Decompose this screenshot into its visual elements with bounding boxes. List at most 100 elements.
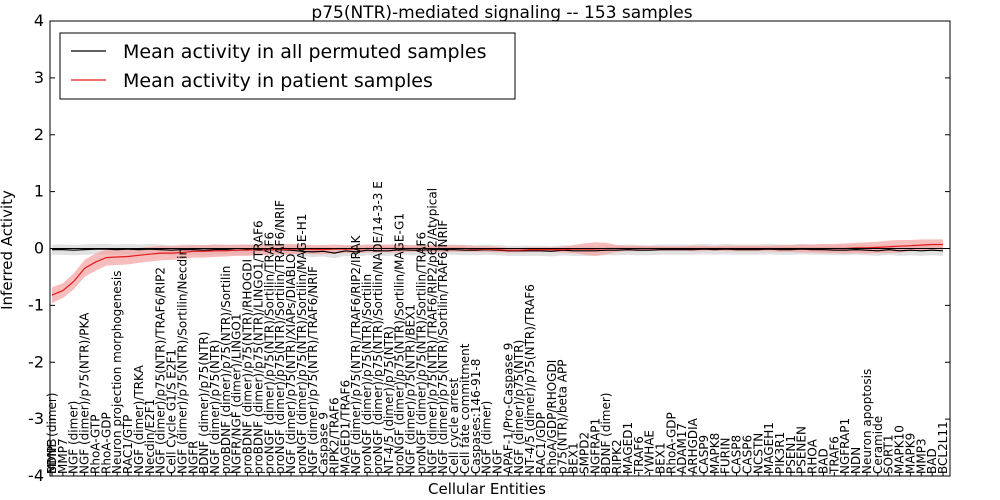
x-tick-label: RhoA-GTP xyxy=(89,415,103,474)
x-tick-label: BDNF (dimer) xyxy=(599,393,613,475)
x-tick-label: RAC1/GDP xyxy=(534,412,548,474)
chart-title: p75(NTR)-mediated signaling -- 153 sampl… xyxy=(311,3,692,23)
confidence-bands xyxy=(52,239,943,304)
x-tick-label: NDN xyxy=(849,447,863,474)
x-tick-label: NGF (dimer)/p75(NTR)/TRAF6/RIP2/IRAK xyxy=(349,234,363,474)
x-tick-label: RhoA-GDP xyxy=(99,412,113,474)
x-tick-label: NGF (dimer)/p75(NTR) xyxy=(512,340,526,474)
x-tick-label: proNGF (dimer)/p75(NTR)/Sortilin/NADE/14… xyxy=(371,181,385,474)
x-tick-label: MAPK10 xyxy=(893,425,907,474)
x-tick-label: BAD xyxy=(925,448,939,474)
x-tick-label: proNGF (dimer)/p75(NTR)/Sortilin/TRAF6 xyxy=(414,232,428,474)
x-tick-label: NGF xyxy=(491,449,505,474)
x-tick-label: RAC1/GTP xyxy=(121,415,135,474)
x-tick-label: BEX1 xyxy=(654,442,668,474)
x-tick-label: BAD xyxy=(817,448,831,474)
x-tick-label: NGF (dimer)/p75(NTR)/TRAF6/RIP2/p62/Atyp… xyxy=(425,188,439,474)
x-tick-label: p75(NTR)/beta APP xyxy=(556,360,570,475)
y-axis-title: Inferred Activity xyxy=(0,190,16,310)
x-tick-label: Caspase 9 xyxy=(317,412,331,474)
x-tick-label: MAGED1/TRAF6 xyxy=(338,380,352,474)
legend: Mean activity in all permuted samples Me… xyxy=(59,32,516,100)
y-tick-label: 3 xyxy=(34,68,44,87)
legend-box xyxy=(59,32,516,100)
x-tick-label: Ceramide xyxy=(871,416,885,474)
x-tick-label: NGF (dimer)/p75(NTR)/Sortilin/Necdin xyxy=(175,248,189,474)
y-tick-label: -4 xyxy=(28,466,44,485)
x-tick-label: NGF (dimer) xyxy=(480,401,494,474)
x-tick-label: proBDNF (dimer)/p75(NTR)/LINGO1/TRAF6 xyxy=(252,220,266,474)
x-tick-label: proNGF (dimer)/p75(NTR)/Sortilin/TRAF6/N… xyxy=(273,200,287,474)
x-tick-label: YWHAE xyxy=(643,430,657,475)
x-tick-label: PSEN1 xyxy=(784,435,798,474)
x-tick-label: NGF (dimer)/p75(NTR)/TRAF6/NRIF xyxy=(306,266,320,474)
x-tick-label: APAF-1/Pro-Caspase 9 xyxy=(501,343,515,474)
y-axis-ticks: -4 -3 -2 -1 0 1 2 3 4 xyxy=(28,11,950,485)
x-tick-label: ARHGDIA xyxy=(686,417,700,474)
y-tick-label: -2 xyxy=(28,352,44,371)
y-tick-label: -1 xyxy=(28,295,44,314)
x-tick-label: BDNF (dimer) xyxy=(45,393,59,475)
x-tick-label: NT-4/5 (dimer)/p75(NTR)/TRAF6 xyxy=(523,284,537,474)
x-tick-label: NGF (dimer)/p75(NTR)/TRAF6/RIP2 xyxy=(154,267,168,474)
x-tick-label: MMP3 xyxy=(914,438,928,474)
x-tick-label: TRAF6 xyxy=(827,436,841,475)
x-tick-label: ADAM17 xyxy=(675,423,689,474)
x-tick-label: Cell Cycle G1/S E2F1 xyxy=(165,349,179,474)
x-tick-label: proNGF (dimer)/p75(NTR)/Sortilin xyxy=(360,274,374,474)
x-tick-label: TRAF6 xyxy=(632,436,646,475)
x-tick-label: NGF (dimer)/p75(NTR)/BEX1 xyxy=(404,304,418,474)
x-tick-label: proBDNF (dimer)/p75(NTR)/RHOGDI xyxy=(241,259,255,474)
x-tick-label: RIPK2/TRAF6 xyxy=(328,397,342,474)
legend-label-permuted: Mean activity in all permuted samples xyxy=(123,41,486,63)
x-axis-title: Cellular Entities xyxy=(428,480,546,498)
x-tick-label: CASP8 xyxy=(730,435,744,474)
legend-label-patient: Mean activity in patient samples xyxy=(123,70,433,92)
y-tick-label: 0 xyxy=(34,239,44,258)
x-tick-label: NGFR xyxy=(186,440,200,474)
y-tick-label: 1 xyxy=(34,182,44,201)
y-tick-label: -3 xyxy=(28,409,44,428)
x-tick-label: proNGF (dimer)/p75(NTR)/Sortilin/MAGE-H1 xyxy=(295,214,309,474)
x-tick-label: NGF (dimer)/p75(NTR)/PKA xyxy=(78,312,92,474)
x-tick-label: MAPK8 xyxy=(708,433,722,474)
x-tick-label: proBDNF (dimer)/p75(NTR)/Sortilin xyxy=(219,266,233,474)
x-tick-label: NGF (dimer)/p75(NTR)/Sortilin/TRAF6/NRIF xyxy=(436,220,450,474)
x-tick-label: Necdin/E2F1 xyxy=(143,399,157,474)
x-tick-label: SORT1 xyxy=(882,435,896,475)
x-tick-label: Neuron projection morphogenesis xyxy=(110,271,124,475)
x-tick-label: SMPD2 xyxy=(577,432,591,474)
x-tick-label: proNGF (dimer)/p75(NTR)/Sortilin/TRAF6 xyxy=(262,232,276,474)
x-tick-label: MMP7 xyxy=(56,438,70,474)
x-tick-label: NGF (dimer) xyxy=(67,401,81,474)
x-tick-label: proNGF (dimer)/p75(NTR)/Sortilin/MAGE-G1 xyxy=(393,213,407,474)
x-tick-label: RhoA/GDP/RHOGDI xyxy=(545,360,559,474)
x-tick-label: MAGEH1 xyxy=(762,422,776,474)
x-tick-label: NGF (dimer)/p75(NTR)/XIAPs/DIABLO xyxy=(284,253,298,474)
patient-band xyxy=(52,239,943,304)
x-tick-label: PSENEN xyxy=(795,426,809,474)
x-tick-label: BEX1 xyxy=(567,442,581,474)
x-tick-label: RHOA xyxy=(806,438,820,474)
x-tick-label: NGF (dimer)/TRKA xyxy=(132,364,146,474)
x-tick-label: BCL2L11 xyxy=(936,421,950,474)
x-tick-label: NGFRAP1 xyxy=(838,418,852,474)
y-tick-label: 4 xyxy=(34,11,44,30)
x-tick-label: Cell cycle arrest xyxy=(447,378,461,474)
x-tick-label: PIK3R1 xyxy=(773,432,787,474)
x-tick-label: Caspases:146-91-8 xyxy=(469,359,483,474)
x-tick-label: CASP6 xyxy=(740,435,754,474)
x-tick-label: BDNF (dimer)/p75(NTR) xyxy=(197,332,211,474)
x-tick-label: Cell fate commitment xyxy=(458,343,472,474)
x-tick-label: MAPK9 xyxy=(903,433,917,474)
x-tick-label: MAGED1 xyxy=(621,422,635,474)
x-tick-label: FURIN xyxy=(719,437,733,474)
y-tick-label: 2 xyxy=(34,125,44,144)
x-tick-label: RhoA-GDP xyxy=(664,412,678,474)
x-tick-label: Neuron apoptosis xyxy=(860,369,874,474)
x-tick-label: RIPK2 xyxy=(610,439,624,474)
x-tick-label: MMP3 xyxy=(45,438,59,474)
x-tick-label: NGF (dimer)/p75(NTR) xyxy=(208,340,222,474)
